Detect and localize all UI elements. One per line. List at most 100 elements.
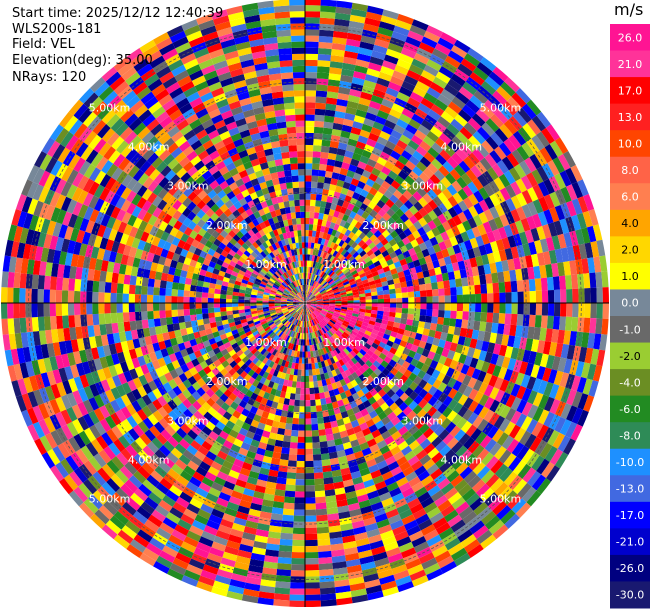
gate <box>436 223 446 234</box>
gate <box>554 137 569 155</box>
gate <box>481 122 495 137</box>
gate <box>467 276 475 286</box>
gate <box>393 145 405 156</box>
gate <box>403 227 413 237</box>
gate <box>438 257 446 267</box>
gate <box>474 284 482 295</box>
gate <box>543 396 555 412</box>
gate <box>592 364 603 382</box>
gate <box>385 274 394 281</box>
gate <box>477 223 487 236</box>
gate <box>323 283 330 289</box>
gate <box>380 276 388 283</box>
gate <box>427 162 439 175</box>
gate <box>398 323 407 330</box>
gate <box>309 286 314 293</box>
gate <box>362 378 371 387</box>
gate <box>394 282 402 289</box>
gate <box>342 280 350 286</box>
gate <box>342 62 356 72</box>
gate <box>333 116 345 125</box>
gate <box>394 160 406 171</box>
gate <box>311 230 317 237</box>
ray <box>306 304 560 482</box>
gate <box>456 176 468 189</box>
gate <box>395 208 405 218</box>
gate <box>443 317 451 326</box>
gate <box>501 435 515 450</box>
gate <box>492 500 508 516</box>
gate <box>475 431 487 445</box>
gate <box>584 347 594 364</box>
gate <box>195 303 202 309</box>
gate <box>438 295 445 303</box>
gate <box>337 262 344 269</box>
gate <box>575 259 584 275</box>
gate <box>294 503 305 510</box>
gate <box>311 287 315 293</box>
gate <box>350 126 362 136</box>
gate <box>281 447 290 455</box>
gate <box>116 303 123 313</box>
gate <box>328 337 334 344</box>
gate <box>366 375 375 384</box>
gate <box>395 292 403 299</box>
gate <box>542 224 552 239</box>
gate <box>473 403 485 416</box>
gate <box>477 418 489 432</box>
gate <box>19 303 26 318</box>
gate <box>308 260 312 267</box>
gate <box>384 421 395 431</box>
gate <box>557 329 566 344</box>
gate <box>400 180 411 191</box>
gate <box>312 224 318 231</box>
gate <box>289 393 296 400</box>
gate <box>324 246 330 254</box>
gate <box>417 398 428 409</box>
gate <box>377 298 385 303</box>
gate <box>380 402 390 412</box>
gate <box>346 170 356 179</box>
gate <box>545 354 555 370</box>
gate <box>354 65 368 74</box>
gate <box>363 315 371 321</box>
gate <box>326 91 339 99</box>
gate <box>329 299 336 302</box>
gate <box>317 284 323 291</box>
gate <box>307 242 312 249</box>
gate <box>423 392 433 403</box>
gate <box>469 71 485 86</box>
gate <box>429 53 445 67</box>
gate <box>365 383 374 392</box>
gate <box>349 350 357 358</box>
gate <box>472 66 489 81</box>
gate <box>602 287 609 303</box>
gate <box>539 238 549 253</box>
gate <box>438 355 447 365</box>
gate <box>330 283 337 288</box>
gate <box>328 320 335 326</box>
gate <box>340 308 348 312</box>
gate <box>452 351 462 362</box>
gate <box>488 71 505 87</box>
gate <box>581 332 590 348</box>
gate <box>532 406 544 422</box>
ray <box>305 9 399 302</box>
gate <box>559 218 570 234</box>
gate <box>349 320 357 326</box>
gate <box>438 288 445 296</box>
gate <box>496 160 509 174</box>
gate <box>421 412 432 424</box>
gate <box>315 294 322 299</box>
gate <box>104 282 112 293</box>
gate <box>452 380 463 392</box>
gate <box>435 71 451 84</box>
gate <box>352 120 364 130</box>
gate <box>487 167 499 181</box>
gate <box>552 157 566 174</box>
gate <box>380 323 388 330</box>
gate <box>368 346 377 354</box>
gate <box>447 514 463 528</box>
gate <box>7 303 14 319</box>
gate <box>370 332 378 339</box>
